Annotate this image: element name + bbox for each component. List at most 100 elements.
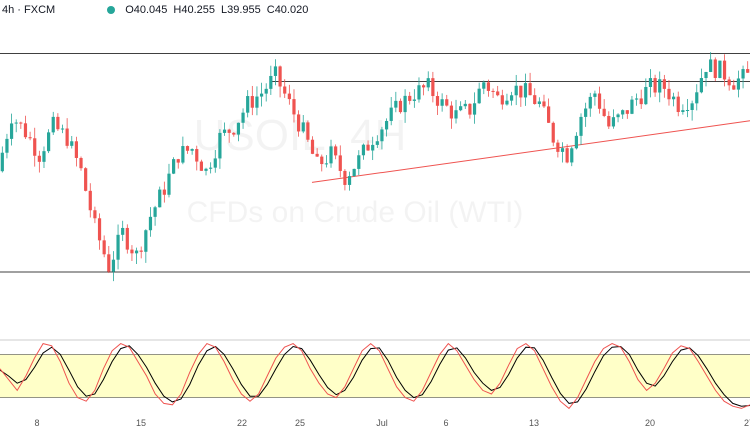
candle-body <box>463 103 467 107</box>
candle-body <box>500 95 504 105</box>
candle-body <box>644 86 648 105</box>
candle-body <box>417 85 421 100</box>
candle-body <box>264 88 268 94</box>
candle-body <box>121 227 125 235</box>
candle-body <box>685 109 690 111</box>
candle-body <box>111 259 116 272</box>
x-tick-label: 8 <box>34 418 39 428</box>
candle-body <box>181 146 185 163</box>
candle-body <box>616 114 620 118</box>
candle-body <box>722 60 727 80</box>
candle-body <box>232 132 236 135</box>
candle-body <box>634 98 639 100</box>
candle-body <box>658 79 662 93</box>
candle-body <box>315 153 319 157</box>
candle-body <box>134 250 139 254</box>
candle-body <box>454 110 458 119</box>
close-value: C40.020 <box>266 4 309 16</box>
candle-body <box>667 88 671 100</box>
candle-body <box>47 132 51 152</box>
candle-body <box>273 66 278 76</box>
candle-body <box>505 100 509 105</box>
candle-body <box>699 78 703 93</box>
candle-body <box>426 78 430 88</box>
candle-body <box>574 135 578 149</box>
candle-body <box>570 148 574 163</box>
candle-body <box>343 170 347 185</box>
candle-body <box>158 189 162 208</box>
candle-body <box>403 95 407 113</box>
candle-body <box>371 144 375 151</box>
candle-body <box>709 59 713 72</box>
stoch-k-line <box>0 345 750 407</box>
candle-body <box>28 137 32 139</box>
candle-body <box>246 96 250 113</box>
candle-body <box>144 230 148 252</box>
candle-body <box>695 92 699 104</box>
candle-body <box>486 82 491 91</box>
candle-body <box>222 129 227 133</box>
candle-body <box>334 146 338 156</box>
candle-body <box>676 96 680 113</box>
candle-body <box>523 83 528 98</box>
candle-body <box>107 254 111 272</box>
x-tick-label: 25 <box>295 418 305 428</box>
candle-body <box>9 123 14 139</box>
x-tick-label: Jul <box>376 418 388 428</box>
candle-body <box>718 60 722 78</box>
candle-body <box>153 207 157 217</box>
candle-body <box>357 155 361 169</box>
candle-body <box>338 155 342 171</box>
candle-body <box>727 79 731 86</box>
candle-body <box>93 210 97 219</box>
candle-body <box>384 120 389 130</box>
candle-body <box>732 85 736 90</box>
candle-body <box>496 91 500 96</box>
candle-body <box>394 100 398 108</box>
candle-body <box>278 66 282 87</box>
candle-body <box>310 139 315 154</box>
candle-body <box>33 138 37 156</box>
candle-body <box>630 99 634 114</box>
candle-body <box>297 114 301 132</box>
candle-body <box>125 227 129 250</box>
candle-body <box>389 107 393 121</box>
candle-body <box>672 96 676 100</box>
candle-body <box>97 218 102 241</box>
candle-body <box>597 93 602 109</box>
candle-body <box>611 117 616 127</box>
candle-body <box>5 138 9 153</box>
candle-body <box>422 85 426 88</box>
candle-body <box>681 110 685 113</box>
candle-body <box>79 157 83 169</box>
candle-body <box>23 123 28 138</box>
candle-body <box>704 71 708 79</box>
candle-body <box>648 78 653 87</box>
stoch-band <box>0 354 750 398</box>
candle-body <box>301 122 305 132</box>
candle-body <box>283 86 287 94</box>
candle-body <box>204 168 208 171</box>
candle-body <box>352 168 356 177</box>
candle-body <box>690 103 694 110</box>
candle-body <box>491 90 495 92</box>
candle-body <box>398 100 403 113</box>
high-value: H40.255 <box>173 4 215 16</box>
candle-body <box>167 173 171 195</box>
candle-body <box>51 116 55 133</box>
candle-body <box>102 240 106 255</box>
candle-body <box>60 128 65 130</box>
candle-body <box>292 99 296 115</box>
candle-body <box>662 79 666 89</box>
candle-body <box>74 141 78 158</box>
candle-body <box>14 122 18 124</box>
candle-body <box>639 98 643 105</box>
candle-body <box>477 88 481 104</box>
candle-body <box>625 110 629 114</box>
candle-body <box>560 148 565 152</box>
candle-body <box>380 129 384 142</box>
candle-body <box>148 216 153 231</box>
candle-body <box>84 168 88 191</box>
watermark-name: CFDs on Crude Oil (WTI) <box>187 196 524 229</box>
